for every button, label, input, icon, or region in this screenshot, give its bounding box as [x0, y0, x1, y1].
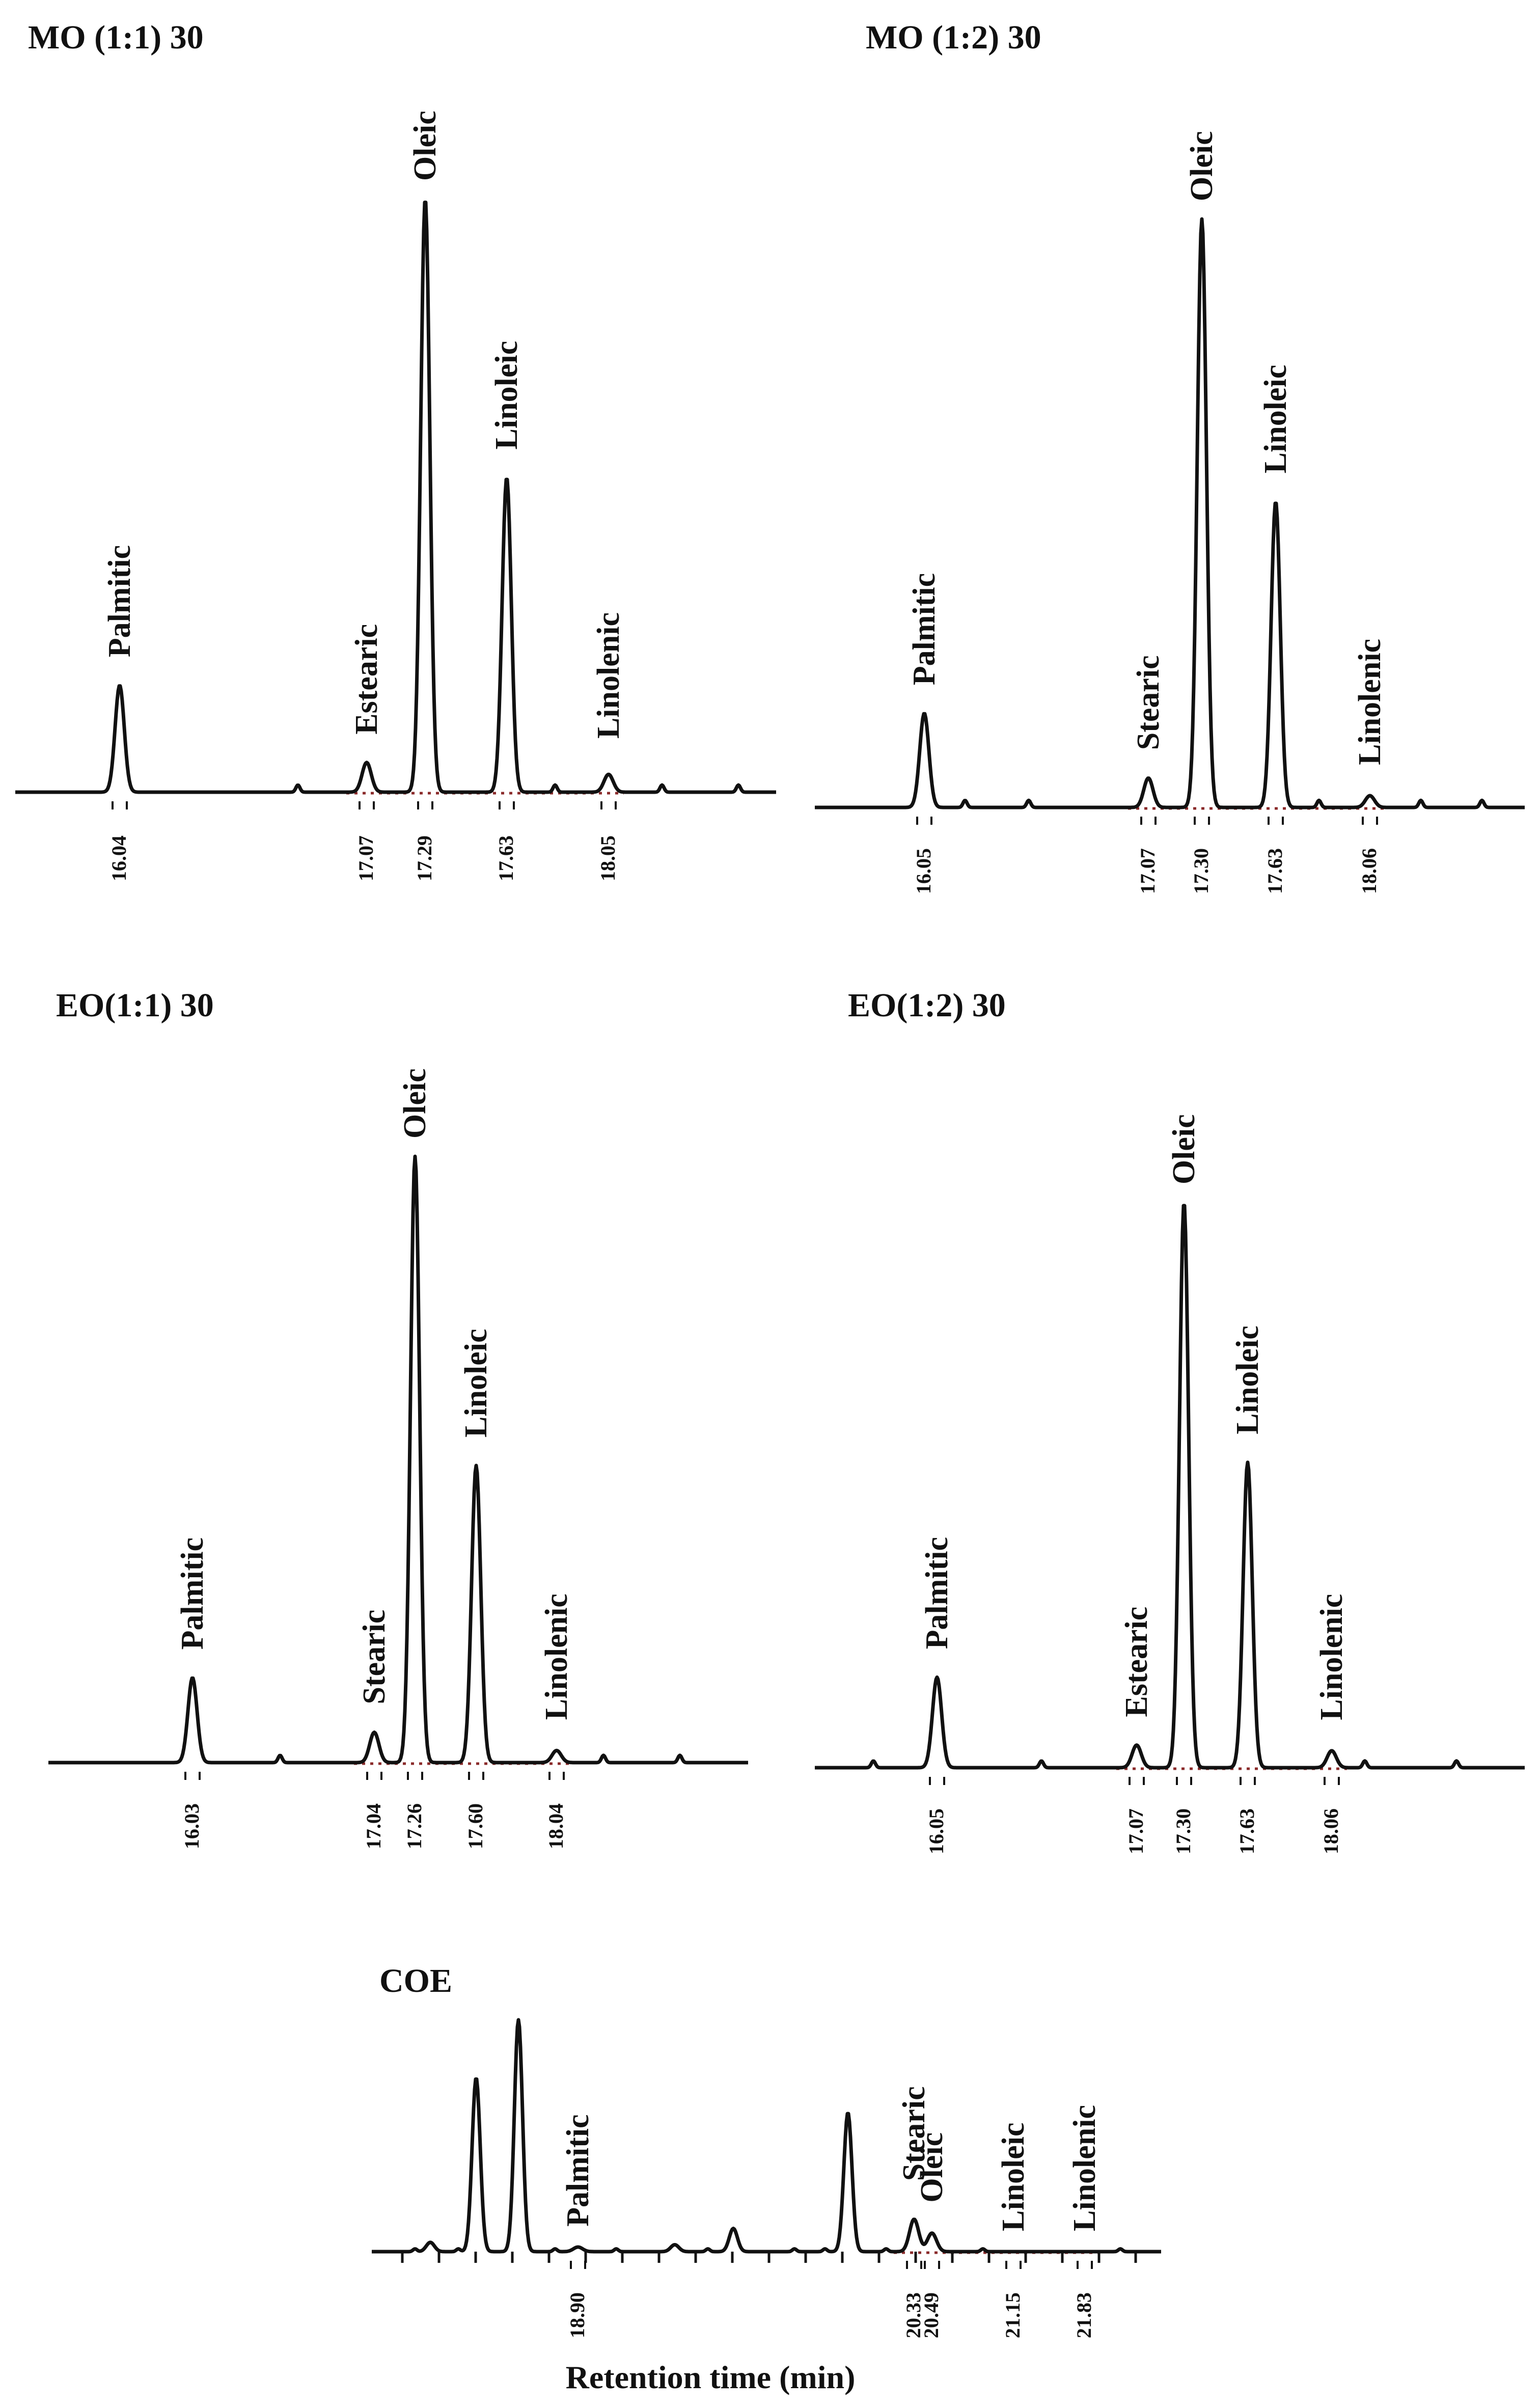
chromatogram-panels: MO (1:1) 30 16.04 Palmitic 17.07 Estearic 17.…	[14, 19, 1526, 2338]
retention-time-label: 21.15	[1001, 2292, 1024, 2338]
retention-time-label: 17.63	[494, 835, 517, 881]
retention-time-label: 17.63	[1263, 848, 1286, 894]
chromatogram-panel-1: MO (1:1) 30 16.04 Palmitic 17.07 Estearic 17.…	[14, 19, 777, 881]
retention-time-label: 18.05	[596, 835, 619, 881]
retention-time-label: 17.04	[362, 1803, 385, 1849]
peak-name-label: Palmitic	[920, 1537, 954, 1649]
chromatogram-panel-3: EO(1:1) 30 16.03 Palmitic 17.04 Stearic 17.26…	[47, 987, 749, 1849]
peak-name-label: Linoleic	[489, 341, 524, 450]
peak-name-label: Oleic	[1167, 1114, 1201, 1184]
retention-time-label: 18.90	[566, 2292, 589, 2338]
peak-name-label: Estearic	[1119, 1607, 1154, 1717]
peak-name-label: Estearic	[349, 624, 384, 735]
chromatogram-panel-5: COE 18.90 Palmitic 20.33 Stearic 20.49 Oleic 21…	[371, 1962, 1162, 2338]
panel-title: COE	[379, 1962, 452, 1999]
peak-name-label: Linoleic	[459, 1329, 493, 1438]
retention-time-label: 17.29	[413, 835, 436, 881]
peak-name-label: Linolenic	[1067, 2105, 1102, 2231]
panel-title: EO(1:2) 30	[848, 987, 1006, 1024]
x-axis-label: Retention time (min)	[566, 2359, 856, 2395]
peak-name-label: Linolenic	[591, 612, 626, 739]
panel-title: MO (1:1) 30	[28, 19, 204, 56]
peak-name-label: Oleic	[408, 111, 443, 181]
retention-time-label: 21.83	[1072, 2292, 1095, 2338]
chromatogram-panel-4: EO(1:2) 30 16.05 Palmitic 17.07 Estearic 17.3…	[814, 987, 1526, 1854]
peak-name-label: Linolenic	[1353, 639, 1387, 765]
chromatogram-trace	[47, 1154, 749, 1765]
peak-name-label: Palmitic	[907, 573, 942, 685]
chromatogram-panel-2: MO (1:2) 30 16.05 Palmitic 17.07 Stearic 17.3…	[814, 19, 1526, 894]
chromatogram-trace	[371, 2018, 1162, 2254]
peak-name-label: Linoleic	[996, 2122, 1031, 2231]
retention-time-label: 18.06	[1319, 1808, 1342, 1854]
retention-time-label: 16.05	[925, 1808, 948, 1854]
peak-name-label: Palmitic	[175, 1537, 210, 1650]
peak-name-label: Oleic	[915, 2132, 949, 2203]
retention-time-label: 20.33	[902, 2292, 925, 2338]
retention-time-label: 17.60	[464, 1803, 487, 1849]
peak-name-label: Linolenic	[539, 1593, 574, 1720]
retention-time-label: 17.07	[1136, 848, 1159, 894]
peak-name-label: Oleic	[398, 1068, 432, 1139]
chromatogram-trace	[14, 200, 777, 794]
peak-name-label: Linoleic	[1230, 1326, 1265, 1435]
retention-time-label: 17.07	[354, 835, 377, 881]
retention-time-label: 16.04	[107, 835, 130, 881]
retention-time-label: 16.03	[180, 1803, 203, 1849]
retention-time-label: 17.07	[1124, 1808, 1147, 1854]
retention-time-label: 17.26	[403, 1803, 426, 1849]
peak-name-label: Stearic	[357, 1610, 392, 1705]
chromatogram-trace	[814, 217, 1526, 809]
peak-name-label: Stearic	[897, 2086, 931, 2181]
peak-name-label: Oleic	[1185, 131, 1219, 201]
retention-time-label: 16.05	[912, 848, 935, 894]
peak-name-label: Palmitic	[102, 545, 137, 657]
panel-title: EO(1:1) 30	[56, 987, 214, 1024]
panel-title: MO (1:2) 30	[866, 19, 1041, 56]
peak-name-label: Linoleic	[1258, 365, 1293, 474]
retention-time-label: 18.06	[1358, 848, 1381, 894]
peak-name-label: Linolenic	[1314, 1594, 1349, 1720]
retention-time-label: 18.04	[544, 1803, 567, 1849]
peak-name-label: Stearic	[1131, 655, 1166, 750]
chromatogram-trace	[814, 1204, 1526, 1770]
retention-time-label: 17.63	[1235, 1808, 1258, 1854]
retention-time-label: 17.30	[1190, 848, 1213, 894]
retention-time-label: 17.30	[1172, 1808, 1195, 1854]
peak-name-label: Palmitic	[561, 2115, 595, 2227]
retention-time-label: 20.49	[920, 2292, 943, 2338]
